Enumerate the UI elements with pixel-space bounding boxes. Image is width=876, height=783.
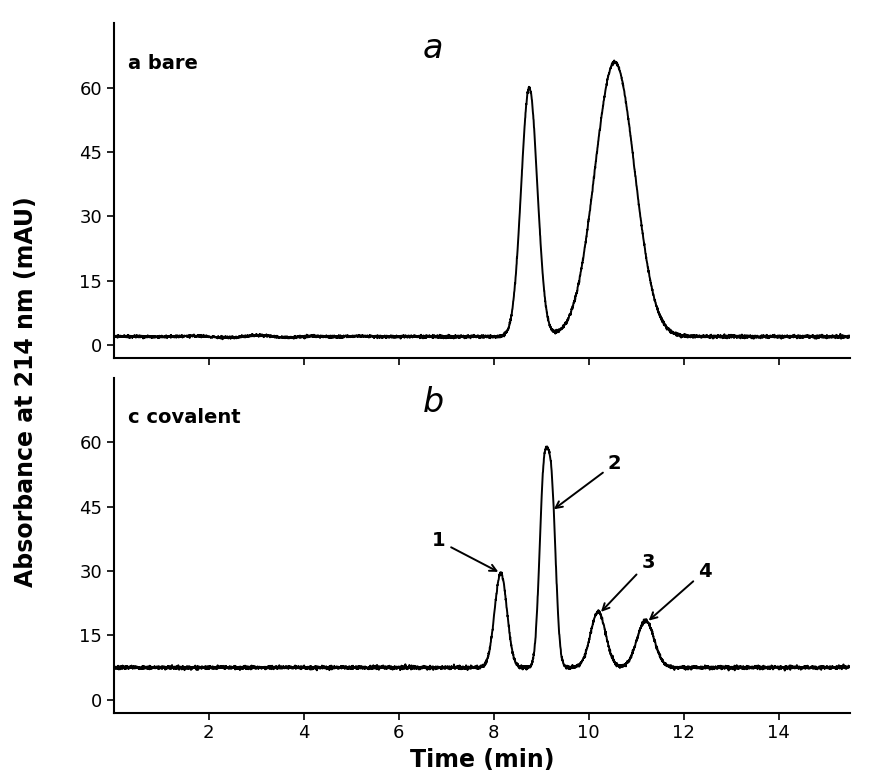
X-axis label: Time (min): Time (min) [410,748,554,772]
Text: Absorbance at 214 nm (mAU): Absorbance at 214 nm (mAU) [14,196,39,587]
Text: 2: 2 [555,454,622,508]
Text: 1: 1 [432,532,497,571]
Text: 3: 3 [603,553,654,610]
Text: 4: 4 [650,561,711,619]
Text: c covalent: c covalent [128,408,241,427]
Text: a: a [422,32,443,65]
Text: a bare: a bare [128,53,198,73]
Text: b: b [422,386,443,420]
